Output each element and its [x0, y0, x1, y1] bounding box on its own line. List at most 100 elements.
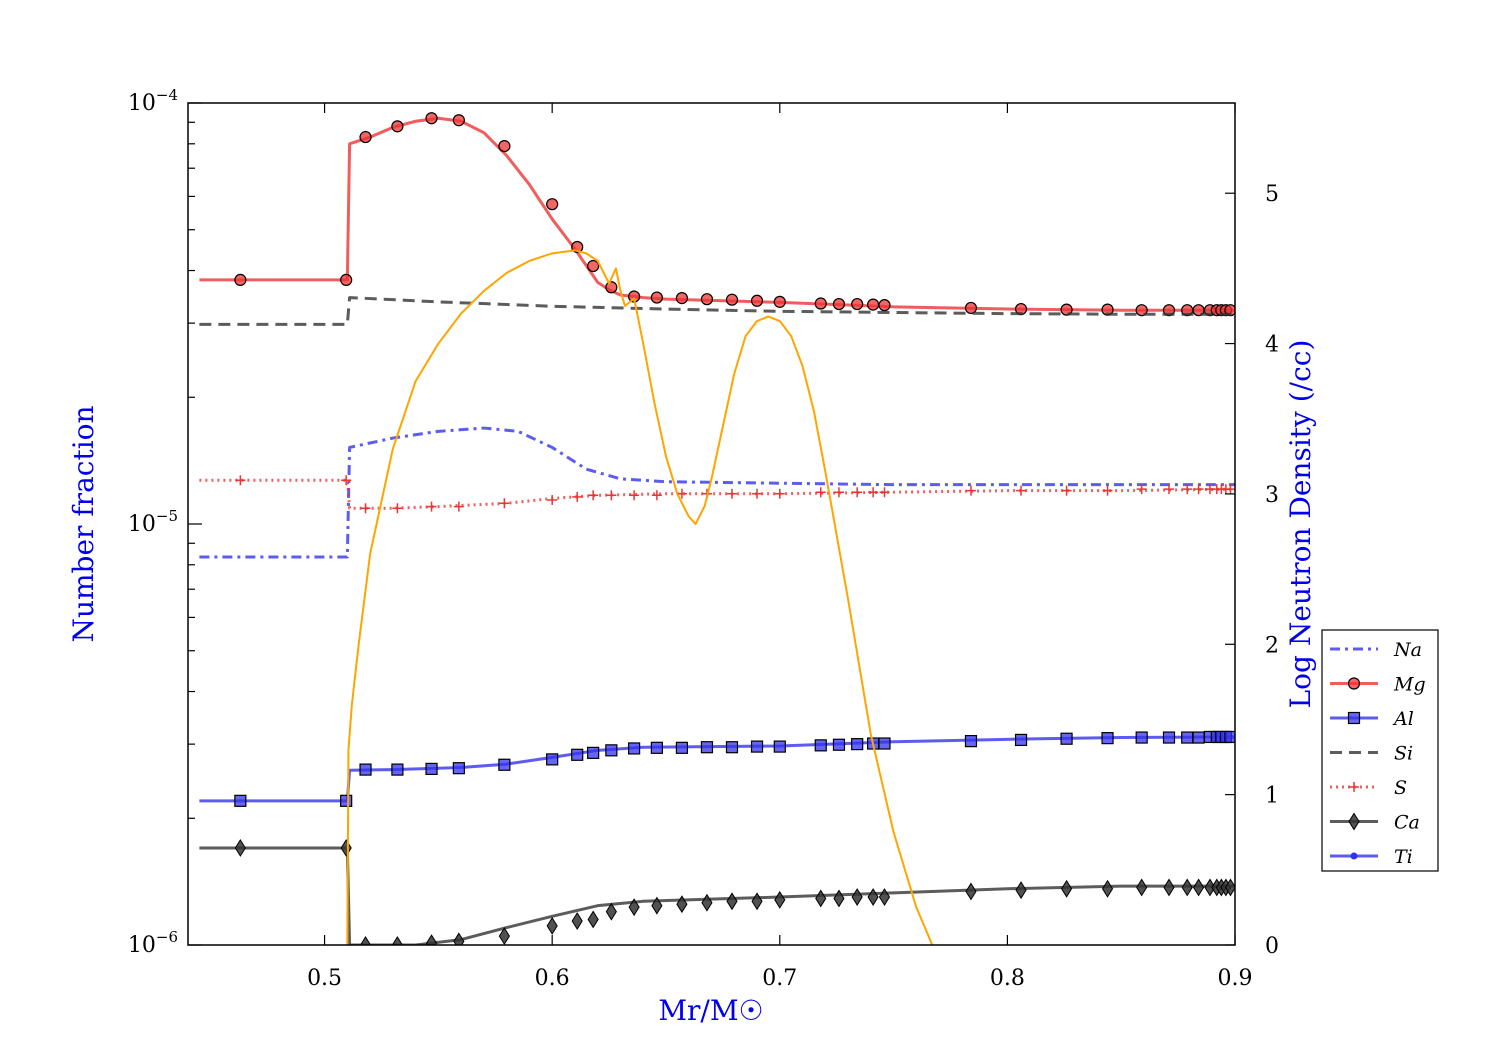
- point-ca-28: [1163, 878, 1175, 897]
- point-s-15: [726, 488, 737, 499]
- point-al-12: [650, 741, 663, 754]
- y2-tick-label-3: 3: [1265, 483, 1279, 508]
- x-tick-label-2: 0.7: [762, 966, 797, 991]
- point-ca-13: [676, 895, 688, 914]
- point-mg-20: [851, 297, 864, 311]
- legend-marker-mg: [1347, 677, 1361, 690]
- point-s-12: [651, 490, 662, 501]
- point-s-1: [341, 475, 352, 486]
- point-mg-9: [587, 259, 600, 273]
- point-al-20: [851, 738, 864, 751]
- x-tick-label-0: 0.5: [307, 966, 342, 991]
- point-ca-15: [726, 892, 738, 911]
- point-s-8: [572, 491, 583, 502]
- point-ca-26: [1101, 879, 1114, 898]
- point-s-10: [606, 490, 617, 501]
- y2-axis-title: Log Neutron Density (/cc): [1284, 340, 1317, 709]
- x-tick-label-3: 0.8: [990, 966, 1025, 991]
- point-ca-29: [1181, 878, 1193, 897]
- point-al-19: [832, 738, 846, 751]
- plot-frame: [187, 102, 1236, 946]
- point-s-19: [833, 487, 844, 498]
- point-al-14: [700, 741, 714, 754]
- point-s-21: [868, 487, 879, 498]
- point-al-30: [1192, 731, 1205, 744]
- point-s-35: [1225, 484, 1235, 495]
- point-al-13: [675, 741, 689, 754]
- point-ca-11: [628, 898, 640, 917]
- point-mg-0: [234, 273, 247, 287]
- point-ca-22: [878, 888, 891, 906]
- legend-label-ti: Ti: [1394, 846, 1413, 868]
- point-al-35: [1224, 730, 1235, 744]
- point-s-17: [774, 488, 785, 499]
- legend-marker-al: [1347, 711, 1361, 725]
- point-ca-6: [498, 927, 510, 945]
- point-ca-14: [701, 893, 713, 912]
- point-ca-2: [359, 936, 372, 945]
- point-s-25: [1061, 485, 1072, 496]
- point-s-11: [629, 490, 640, 501]
- point-al-7: [546, 753, 559, 766]
- point-s-16: [752, 488, 763, 499]
- x-tick-label-1: 0.6: [535, 966, 570, 991]
- y2-tick-label-5: 5: [1265, 182, 1279, 207]
- point-al-6: [498, 758, 511, 771]
- legend-label-mg: Mg: [1393, 674, 1426, 696]
- point-s-23: [965, 485, 976, 496]
- point-ca-3: [391, 936, 403, 945]
- point-ca-9: [587, 910, 599, 929]
- point-al-5: [452, 762, 465, 775]
- point-s-6: [499, 498, 510, 509]
- point-ca-10: [605, 902, 617, 921]
- point-mg-14: [700, 293, 714, 306]
- point-al-24: [1014, 733, 1028, 747]
- point-al-29: [1181, 731, 1194, 744]
- y-tick-label-0: 10−4: [128, 86, 178, 116]
- point-ca-35: [1224, 878, 1235, 897]
- point-ca-24: [1015, 881, 1027, 900]
- point-s-7: [547, 495, 558, 506]
- point-ca-16: [751, 892, 763, 911]
- point-al-25: [1060, 732, 1073, 745]
- point-ca-30: [1192, 878, 1205, 897]
- legend-label-na: Na: [1393, 639, 1422, 661]
- point-al-22: [878, 737, 891, 750]
- point-s-29: [1182, 484, 1193, 495]
- legend: Na Mg Al Si S Ca Ti: [1321, 629, 1439, 872]
- point-s-3: [392, 503, 403, 514]
- point-s-5: [453, 501, 464, 512]
- legend-marker-ti: [1350, 852, 1358, 860]
- point-ca-25: [1060, 879, 1073, 898]
- y2-tick-label-0: 0: [1265, 934, 1279, 959]
- point-s-4: [426, 501, 437, 512]
- point-mg-7: [546, 198, 559, 211]
- point-mg-4: [425, 112, 438, 125]
- legend-box: [1321, 629, 1439, 872]
- point-al-4: [425, 762, 438, 775]
- legend-label-ca: Ca: [1394, 812, 1420, 834]
- point-al-26: [1101, 732, 1114, 745]
- point-mg-10: [605, 281, 618, 294]
- point-ca-8: [571, 912, 583, 930]
- ticks-layer: [188, 102, 1236, 946]
- y2-tick-label-4: 4: [1265, 333, 1279, 358]
- point-mg-12: [650, 291, 663, 304]
- point-al-17: [773, 740, 786, 753]
- point-ca-19: [833, 889, 845, 908]
- point-mg-19: [832, 297, 846, 311]
- point-mg-15: [725, 293, 739, 306]
- legend-marker-s: [1349, 782, 1359, 792]
- point-mg-13: [675, 292, 689, 305]
- x-axis-title: Mr/M☉: [658, 994, 763, 1027]
- point-mg-17: [773, 295, 786, 308]
- series-line-mg: [199, 116, 1235, 312]
- point-al-18: [814, 739, 827, 752]
- point-mg-22: [878, 299, 891, 312]
- point-mg-3: [391, 120, 404, 133]
- point-al-15: [725, 741, 739, 754]
- point-ca-0: [234, 839, 246, 857]
- point-s-22: [879, 487, 890, 498]
- point-s-30: [1193, 484, 1204, 495]
- point-ca-23: [965, 882, 977, 901]
